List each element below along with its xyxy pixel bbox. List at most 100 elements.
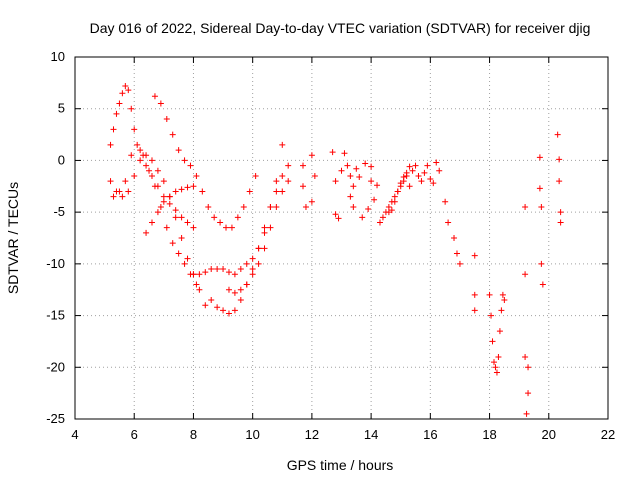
data-point — [365, 206, 372, 213]
data-point — [311, 172, 318, 179]
data-point — [110, 126, 117, 133]
data-point — [214, 266, 221, 273]
data-point — [143, 229, 150, 236]
data-point — [154, 209, 161, 216]
series-arc-j — [385, 163, 413, 216]
y-tick-label: 5 — [58, 101, 65, 116]
data-point — [436, 167, 443, 174]
data-point — [157, 100, 164, 107]
data-point — [175, 250, 182, 257]
data-point — [332, 211, 339, 218]
plot-frame — [74, 56, 609, 420]
data-point — [285, 178, 292, 185]
data-point — [341, 150, 348, 157]
series-arc-h — [225, 178, 292, 296]
data-point — [267, 203, 274, 210]
x-tick-label: 10 — [245, 427, 259, 442]
x-tick-label: 16 — [423, 427, 437, 442]
data-point — [193, 281, 200, 288]
data-point — [273, 188, 280, 195]
data-point — [445, 219, 452, 226]
data-point — [140, 152, 147, 159]
series-arc-e — [143, 183, 197, 236]
data-point — [178, 214, 185, 221]
data-point — [202, 269, 209, 276]
data-point — [261, 229, 268, 236]
data-point — [496, 328, 503, 335]
data-point — [181, 260, 188, 267]
data-point — [490, 359, 497, 366]
data-point — [196, 271, 203, 278]
data-point — [169, 240, 176, 247]
data-point — [255, 245, 262, 252]
data-point — [302, 203, 309, 210]
data-point — [368, 178, 375, 185]
data-point — [119, 90, 126, 97]
data-point — [427, 176, 434, 183]
data-point — [163, 224, 170, 231]
data-point — [231, 307, 238, 314]
data-point — [225, 310, 232, 317]
data-point — [261, 224, 268, 231]
data-point — [137, 147, 144, 154]
data-point — [525, 364, 532, 371]
data-point — [220, 307, 227, 314]
data-point — [353, 165, 360, 172]
data-point — [338, 167, 345, 174]
data-point — [418, 178, 425, 185]
data-point — [160, 178, 167, 185]
data-point — [178, 186, 185, 193]
series-arc-f — [190, 141, 286, 278]
data-point — [350, 183, 357, 190]
data-point — [249, 255, 256, 262]
data-point — [391, 193, 398, 200]
data-point — [166, 200, 173, 207]
data-point — [538, 203, 545, 210]
data-point — [252, 172, 259, 179]
data-point — [148, 157, 155, 164]
data-point — [181, 157, 188, 164]
data-point — [522, 203, 529, 210]
data-point — [125, 87, 132, 94]
series-arc-d — [151, 93, 259, 231]
data-point — [415, 172, 422, 179]
data-point — [202, 302, 209, 309]
data-point — [184, 219, 191, 226]
series-deep-18 — [486, 291, 508, 376]
data-point — [421, 169, 428, 176]
data-point — [356, 173, 363, 180]
data-point — [243, 281, 250, 288]
x-tick-label: 6 — [131, 427, 138, 442]
data-point — [237, 297, 244, 304]
data-point — [486, 291, 493, 298]
data-point — [374, 182, 381, 189]
data-point — [371, 196, 378, 203]
data-point — [255, 260, 262, 267]
data-point — [279, 188, 286, 195]
y-tick-label: -15 — [46, 308, 65, 323]
x-tick-label: 4 — [71, 427, 78, 442]
data-point — [525, 390, 532, 397]
x-tick-label: 8 — [190, 427, 197, 442]
data-point — [125, 188, 132, 195]
data-point — [131, 172, 138, 179]
y-tick-label: -5 — [53, 204, 65, 219]
data-point — [190, 271, 197, 278]
data-point — [225, 269, 232, 276]
data-point — [329, 149, 336, 156]
data-point — [556, 178, 563, 185]
data-point — [267, 224, 274, 231]
data-point — [246, 188, 253, 195]
data-point — [163, 116, 170, 123]
data-point — [184, 184, 191, 191]
data-point — [300, 183, 307, 190]
data-point — [362, 160, 369, 167]
series-cluster-13-14 — [344, 160, 381, 221]
data-point — [190, 224, 197, 231]
x-axis-label: GPS time / hours — [287, 457, 394, 473]
series-arc-c — [110, 141, 200, 288]
data-point — [172, 188, 179, 195]
data-point — [190, 183, 197, 190]
data-point — [187, 162, 194, 169]
